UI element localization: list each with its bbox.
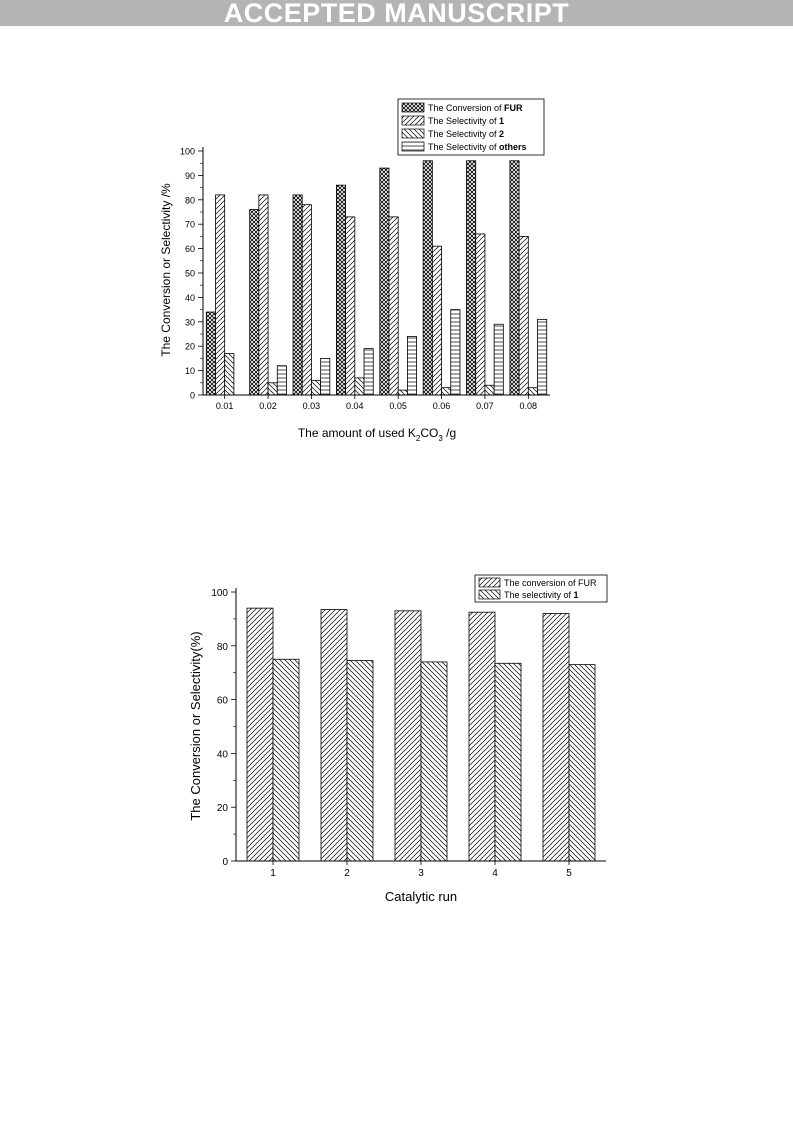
bar-k2co3-series2-cat4: [345, 216, 356, 396]
x-tick-label: 0.06: [433, 401, 451, 411]
x-tick-label: 0.02: [259, 401, 277, 411]
chart1-legend-label-selectivity-1: The Selectivity of 1: [428, 116, 504, 126]
bar-k2co3-series4-cat8: [537, 318, 548, 396]
k2co3-amount-bar-chart: 0.01 0.02 0.03 0.04 0.05 0.06 0.07 0.08 0 10 20 30 4…: [159, 98, 550, 443]
bar-k2co3-series4-cat3: [320, 357, 331, 396]
y-tick-label: 100: [211, 588, 228, 599]
y-tick-label: 80: [185, 195, 195, 205]
bar-k2co3-series2-cat7: [475, 233, 486, 396]
chart2-legend-swatch-conversion: [478, 577, 501, 588]
bar-k2co3-series3-cat1: [224, 353, 235, 396]
bar-k2co3-series4-cat4: [363, 348, 374, 396]
x-tick-label: 3: [418, 868, 424, 879]
x-tick-label: 0.04: [346, 401, 364, 411]
x-tick-label: 0.03: [303, 401, 321, 411]
bar-k2co3-series3-cat4: [354, 377, 365, 396]
y-tick-label: 10: [185, 366, 195, 376]
bar-run-series2-cat2: [346, 660, 374, 862]
chart2-y-axis-label: The Conversion or Selectivity(%): [188, 631, 203, 820]
bar-k2co3-series3-cat6: [441, 387, 452, 396]
bar-k2co3-series1-cat5: [379, 167, 390, 396]
bar-k2co3-series1-cat6: [422, 160, 433, 396]
bar-k2co3-series4-cat7: [493, 323, 504, 396]
x-tick-label: 0.08: [520, 401, 538, 411]
bar-run-series2-cat1: [272, 658, 300, 862]
bar-k2co3-series3-cat2: [267, 382, 278, 396]
chart1-axes: 0.01 0.02 0.03 0.04 0.05 0.06 0.07 0.08 0 10 20 30 4…: [180, 147, 550, 411]
y-tick-label: 20: [217, 803, 229, 814]
bar-run-series1-cat3: [394, 610, 422, 862]
bar-k2co3-series3-cat5: [397, 389, 408, 396]
bar-k2co3-series3-cat8: [527, 387, 538, 396]
bar-k2co3-series2-cat3: [301, 204, 312, 396]
chart1-x-axis-label: The amount of used K2CO3 /g: [298, 426, 456, 443]
y-tick-label: 80: [217, 642, 229, 653]
y-tick-label: 70: [185, 220, 195, 230]
x-tick-label: 1: [270, 868, 276, 879]
y-tick-label: 100: [180, 147, 195, 157]
chart2-legend-swatch-selectivity-1: [478, 589, 501, 600]
x-tick-label: 0.01: [216, 401, 234, 411]
bar-k2co3-series1-cat8: [509, 160, 520, 396]
bar-k2co3-series4-cat5: [406, 336, 417, 396]
chart2-x-axis-label: Catalytic run: [385, 889, 457, 904]
chart2-legend-label-selectivity-1: The selectivity of 1: [504, 590, 579, 600]
y-tick-label: 30: [185, 317, 195, 327]
chart1-legend-label-selectivity-others: The Selectivity of others: [428, 142, 527, 152]
chart1-legend-swatch-selectivity-2: [401, 128, 425, 139]
accepted-manuscript-banner: ACCEPTED MANUSCRIPT: [0, 0, 793, 26]
chart1-y-axis-label: The Conversion or Selectivity /%: [159, 183, 173, 357]
bar-k2co3-series1-cat3: [292, 194, 303, 396]
chart2-legend: The conversion of FUR The selectivity of…: [474, 574, 608, 603]
chart1-legend-swatch-selectivity-others: [401, 141, 425, 152]
bar-run-series1-cat5: [542, 613, 570, 862]
chart2-bars: [246, 607, 596, 862]
x-tick-label: 2: [344, 868, 350, 879]
y-tick-label: 60: [185, 244, 195, 254]
x-tick-label: 5: [566, 868, 572, 879]
bar-k2co3-series3-cat3: [311, 379, 322, 396]
y-tick-label: 40: [185, 293, 195, 303]
bar-k2co3-series2-cat1: [215, 194, 226, 396]
y-tick-label: 40: [217, 749, 229, 760]
bar-k2co3-series1-cat4: [336, 184, 347, 396]
y-tick-label: 90: [185, 171, 195, 181]
chart1-bars: [205, 160, 548, 396]
bar-k2co3-series1-cat7: [466, 160, 477, 396]
bar-run-series2-cat3: [420, 661, 448, 862]
bar-k2co3-series2-cat2: [258, 194, 269, 396]
y-tick-label: 50: [185, 269, 195, 279]
bar-run-series1-cat4: [468, 611, 496, 862]
chart1-legend-label-conversion: The Conversion of FUR: [428, 103, 523, 113]
bar-k2co3-series3-cat7: [484, 384, 495, 396]
bar-run-series1-cat1: [246, 607, 274, 862]
bar-run-series2-cat5: [568, 664, 596, 862]
chart1-legend-swatch-selectivity-1: [401, 115, 425, 126]
catalytic-run-bar-chart: 1 2 3 4 5 0 20 40 60 80 100 The Conversion or Sele…: [188, 574, 608, 904]
bar-k2co3-series2-cat6: [431, 245, 442, 396]
bar-k2co3-series1-cat1: [205, 311, 216, 396]
chart2-axes: 1 2 3 4 5 0 20 40 60 80 100: [211, 588, 606, 879]
chart1-legend-swatch-conversion: [401, 102, 425, 113]
bar-run-series2-cat4: [494, 662, 522, 862]
chart1-legend-label-selectivity-2: The Selectivity of 2: [428, 129, 504, 139]
bar-k2co3-series4-cat2: [276, 365, 287, 396]
y-tick-label: 0: [190, 391, 195, 401]
chart1-legend: The Conversion of FUR The Selectivity of…: [397, 98, 545, 156]
bar-k2co3-series1-cat2: [249, 209, 260, 396]
bar-run-series1-cat2: [320, 609, 348, 862]
bar-k2co3-series4-cat6: [450, 309, 461, 396]
y-tick-label: 60: [217, 696, 229, 707]
x-tick-label: 0.07: [476, 401, 494, 411]
y-tick-label: 0: [222, 857, 228, 868]
x-tick-label: 0.05: [389, 401, 407, 411]
bar-k2co3-series2-cat5: [388, 216, 399, 396]
chart2-legend-label-conversion: The conversion of FUR: [504, 578, 597, 588]
bar-k2co3-series2-cat8: [518, 235, 529, 396]
y-tick-label: 20: [185, 342, 195, 352]
x-tick-label: 4: [492, 868, 498, 879]
